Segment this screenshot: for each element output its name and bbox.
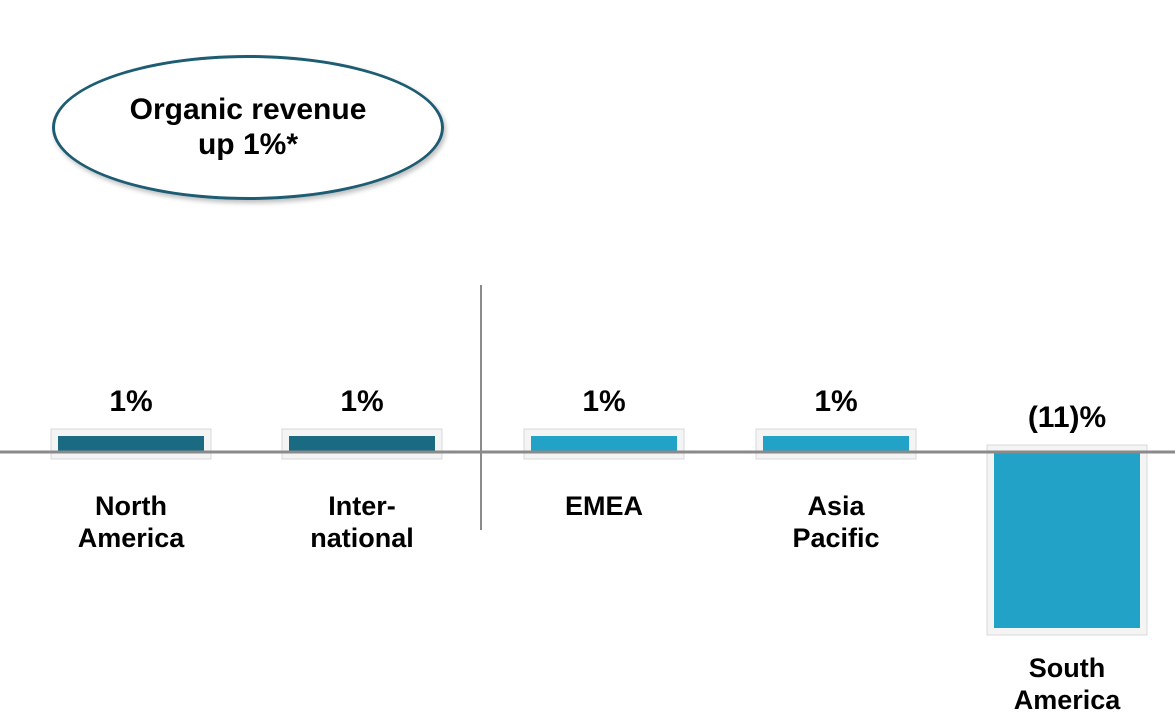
x-tick-label: Asia Pacific: [792, 491, 880, 554]
value-label: 1%: [109, 385, 153, 418]
value-label: 1%: [582, 385, 626, 418]
bar: [289, 436, 435, 452]
value-label: (11)%: [1027, 401, 1107, 434]
x-tick-label: EMEA: [564, 491, 644, 521]
bar: [58, 436, 204, 452]
bar: [763, 436, 909, 452]
value-label: 1%: [340, 385, 384, 418]
x-tick-label: North America: [77, 491, 185, 554]
annotation-bubble: Organic revenue up 1%*: [52, 55, 444, 200]
x-tick-label: Inter- national: [310, 491, 414, 554]
bar: [994, 452, 1140, 628]
bar: [531, 436, 677, 452]
x-tick-label: South America: [1013, 653, 1121, 716]
value-label: 1%: [814, 385, 858, 418]
